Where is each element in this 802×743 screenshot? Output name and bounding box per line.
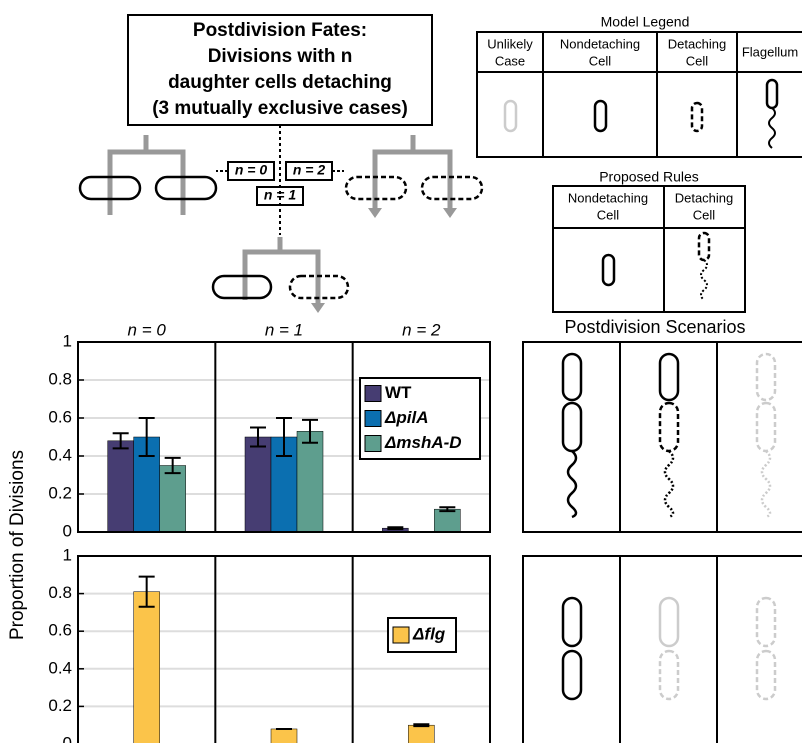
figure: Postdivision Fates: Divisions with n dau… bbox=[0, 0, 802, 743]
legend-swatch bbox=[365, 411, 381, 427]
legend-header: Case bbox=[495, 53, 525, 68]
y-tick-label: 0.4 bbox=[48, 658, 72, 677]
scenarios-title: Postdivision Scenarios bbox=[564, 317, 745, 337]
bar bbox=[297, 431, 323, 532]
bar bbox=[134, 592, 160, 743]
y-tick-label: 0.6 bbox=[48, 621, 72, 640]
x-category-label: n = 0 bbox=[128, 320, 167, 339]
fates-line: Divisions with n bbox=[208, 46, 353, 67]
legend-label: ΔpilA bbox=[384, 408, 429, 427]
tree-n2 bbox=[346, 135, 482, 218]
fates-line: daughter cells detaching bbox=[168, 72, 392, 93]
rules-header: Cell bbox=[597, 207, 620, 222]
bar bbox=[271, 729, 297, 743]
scenario-icons bbox=[563, 354, 775, 699]
y-tick-label: 0.8 bbox=[48, 583, 72, 602]
legend-label: WT bbox=[385, 383, 412, 402]
rules-header: Nondetaching bbox=[568, 190, 648, 205]
tree-label: n = 2 bbox=[293, 162, 326, 178]
page: Postdivision Fates: Divisions with n dau… bbox=[0, 0, 802, 743]
y-tick-label: 0.8 bbox=[48, 369, 72, 388]
tree-label: n = 0 bbox=[235, 162, 268, 178]
legend-swatch bbox=[393, 627, 409, 643]
scenario-panels bbox=[523, 342, 802, 743]
bar bbox=[434, 509, 460, 532]
fates-line: Postdivision Fates: bbox=[193, 20, 367, 41]
legend-title: Model Legend bbox=[601, 14, 690, 30]
fates-line: (3 mutually exclusive cases) bbox=[152, 98, 408, 119]
y-tick-label: 1 bbox=[63, 545, 72, 564]
bar bbox=[245, 437, 271, 532]
y-tick-label: 0.2 bbox=[48, 483, 72, 502]
y-tick-label: 0 bbox=[63, 521, 72, 540]
tree-n1 bbox=[213, 237, 348, 313]
rules-header: Detaching bbox=[675, 190, 734, 205]
legend-swatch bbox=[365, 386, 381, 402]
rules-icons bbox=[603, 233, 709, 300]
legend-header: Cell bbox=[686, 53, 709, 68]
y-tick-label: 0 bbox=[63, 733, 72, 743]
x-category-label: n = 1 bbox=[265, 320, 303, 339]
y-tick-label: 0.2 bbox=[48, 696, 72, 715]
legend-header: Nondetaching bbox=[560, 36, 640, 51]
tree-label: n = 1 bbox=[264, 187, 297, 203]
rules-title: Proposed Rules bbox=[599, 169, 699, 185]
legend-label: Δflg bbox=[412, 624, 446, 643]
error-bar bbox=[413, 724, 429, 726]
y-axis-label: Proportion of Divisions bbox=[7, 450, 28, 640]
bar bbox=[160, 466, 186, 533]
legend-header: Flagellum bbox=[742, 44, 798, 59]
legend-header: Unlikely bbox=[487, 36, 533, 51]
bar bbox=[408, 725, 434, 743]
x-category-label: n = 2 bbox=[402, 320, 441, 339]
error-bar bbox=[387, 527, 403, 529]
legend-label: ΔmshA-D bbox=[384, 433, 462, 452]
legend-header: Detaching bbox=[668, 36, 727, 51]
y-tick-label: 1 bbox=[63, 331, 72, 350]
legend-header: Cell bbox=[589, 53, 612, 68]
tree-n0 bbox=[80, 135, 216, 215]
rules-header: Cell bbox=[693, 207, 716, 222]
bar bbox=[108, 441, 134, 532]
y-tick-label: 0.6 bbox=[48, 407, 72, 426]
legend-swatch bbox=[365, 436, 381, 452]
y-tick-label: 0.4 bbox=[48, 445, 72, 464]
